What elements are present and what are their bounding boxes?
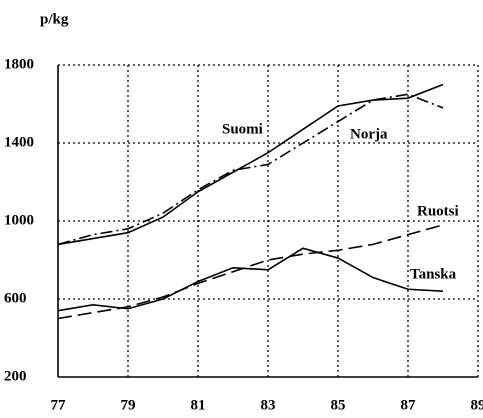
x-tick-label: 77 — [51, 397, 67, 413]
y-tick-label: 200 — [4, 368, 27, 384]
x-tick-label: 83 — [261, 397, 276, 413]
x-tick-label: 87 — [401, 397, 417, 413]
y-tick-label: 1800 — [4, 56, 34, 72]
y-tick-label: 1400 — [4, 134, 34, 150]
x-tick-label: 79 — [121, 397, 136, 413]
series-label: Suomi — [222, 121, 263, 137]
series-line — [57, 224, 444, 320]
y-tick-label: 1000 — [4, 212, 34, 228]
series-label: Tanska — [410, 266, 457, 282]
series-label: Ruotsi — [417, 203, 459, 219]
series-line — [57, 83, 444, 246]
y-tick-label: 600 — [4, 290, 27, 306]
y-axis-label: p/kg — [40, 11, 69, 27]
series-label: Norja — [350, 126, 388, 142]
x-tick-label: 81 — [191, 397, 206, 413]
series-line — [57, 93, 444, 246]
series-line — [57, 247, 444, 312]
x-tick-label: 85 — [331, 397, 346, 413]
x-tick-label: 89 — [471, 397, 483, 413]
